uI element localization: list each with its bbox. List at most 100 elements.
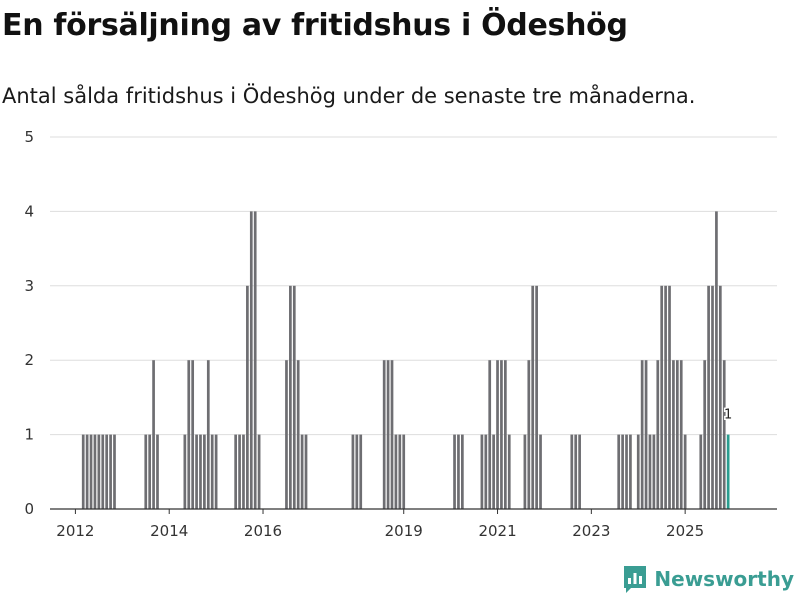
bar: [195, 434, 198, 509]
y-tick-label: 5: [24, 128, 34, 146]
bar: [652, 434, 656, 509]
bar: [296, 360, 300, 509]
bar: [289, 285, 292, 509]
bar: [457, 434, 460, 509]
x-tick-label: 2016: [244, 522, 282, 540]
bar: [722, 360, 726, 509]
bar: [238, 434, 241, 509]
brand-name: Newsworthy: [654, 567, 794, 591]
bar: [535, 285, 538, 509]
bar: [285, 360, 288, 509]
bar: [89, 434, 93, 509]
bar: [113, 434, 116, 509]
bar: [210, 434, 214, 509]
y-tick-label: 1: [24, 426, 34, 444]
bar: [234, 434, 238, 509]
bar: [304, 434, 308, 509]
bar: [617, 434, 621, 509]
bar: [656, 360, 660, 509]
bar: [214, 434, 218, 509]
bar: [621, 434, 624, 509]
bar: [148, 434, 152, 509]
newsworthy-icon: [624, 566, 647, 593]
bar: [636, 434, 640, 509]
bar: [398, 434, 402, 509]
bar: [203, 434, 206, 509]
y-tick-label: 4: [24, 202, 34, 220]
bar: [394, 434, 398, 509]
bar: [382, 360, 386, 509]
bar: [191, 360, 195, 509]
x-tick-label: 2014: [150, 522, 188, 540]
bar: [300, 434, 304, 509]
bar: [664, 285, 667, 509]
bar: [359, 434, 363, 509]
bar: [496, 360, 499, 509]
bar: [699, 434, 703, 509]
x-tick-label: 2023: [572, 522, 610, 540]
bar: [578, 434, 581, 509]
bar: [672, 360, 675, 509]
bar: [503, 360, 507, 509]
bar: [93, 434, 97, 509]
bar: [644, 360, 648, 509]
bar: [81, 434, 85, 509]
bar: [640, 360, 644, 509]
bar: [249, 211, 253, 509]
bar: [101, 434, 105, 509]
bar: [402, 434, 406, 509]
bar: [707, 285, 710, 509]
bar: [679, 360, 683, 509]
bar: [480, 434, 484, 509]
bar: [257, 434, 261, 509]
bar: [199, 434, 202, 509]
bar: [539, 434, 542, 509]
bar: [711, 285, 714, 509]
bar: [718, 285, 722, 509]
bar: [187, 360, 191, 509]
x-tick-label: 2012: [56, 522, 94, 540]
bar: [570, 434, 574, 509]
bar: [484, 434, 488, 509]
bar: [246, 285, 249, 509]
y-tick-label: 3: [24, 277, 34, 295]
bar: [253, 211, 257, 509]
chart-title: En försäljning av fritidshus i Ödeshög: [2, 8, 628, 43]
bar: [574, 434, 578, 509]
bar: [97, 434, 101, 509]
bar: [85, 434, 89, 509]
bar: [488, 360, 492, 509]
axes: 0 1 2 3 4 5 2012 2014 2016 2019 2021 2023 2025: [24, 128, 777, 540]
bar: [156, 434, 159, 509]
bar: [492, 434, 495, 509]
newsworthy-logo: Newsworthy: [622, 564, 794, 594]
x-tick-label: 2025: [666, 522, 704, 540]
bar: [206, 360, 210, 509]
bar: [355, 434, 359, 509]
bar: [351, 434, 355, 509]
y-tick-label: 0: [24, 500, 34, 518]
x-tick-label: 2021: [478, 522, 516, 540]
bar: [242, 434, 245, 509]
bar: [625, 434, 628, 509]
bar: [507, 434, 511, 509]
bar: [523, 434, 527, 509]
bars: [81, 211, 730, 509]
bar: [152, 360, 155, 509]
data-labels: 1: [723, 406, 734, 424]
bar: [703, 360, 707, 509]
x-tick-label: 2019: [385, 522, 423, 540]
y-tick-label: 2: [24, 351, 34, 369]
bar: [390, 360, 394, 509]
bar: [453, 434, 456, 509]
bar: [527, 360, 531, 509]
bar: [109, 434, 112, 509]
bar: [715, 211, 718, 509]
bar: [461, 434, 464, 509]
bar: [531, 285, 535, 509]
bar: [183, 434, 187, 509]
bar: [386, 360, 390, 509]
highlighted-bar: [726, 434, 730, 509]
bar: [683, 434, 687, 509]
